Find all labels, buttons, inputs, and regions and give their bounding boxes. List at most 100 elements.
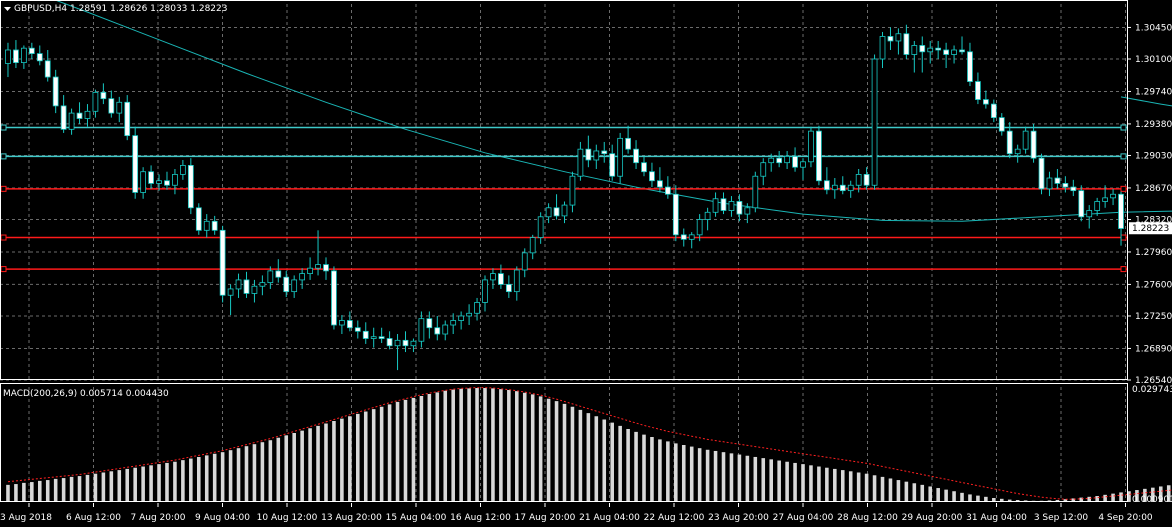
candle[interactable] xyxy=(1038,153,1045,195)
candle[interactable] xyxy=(505,275,512,298)
candle[interactable] xyxy=(816,125,822,186)
candle[interactable] xyxy=(362,322,369,344)
support-line-handle[interactable] xyxy=(0,185,7,192)
candle[interactable] xyxy=(537,212,544,244)
candle[interactable] xyxy=(768,153,775,172)
candle[interactable] xyxy=(720,192,727,215)
candle[interactable] xyxy=(657,167,663,193)
candle[interactable] xyxy=(649,162,655,188)
candle[interactable] xyxy=(76,102,83,124)
candle[interactable] xyxy=(44,49,51,82)
candle[interactable] xyxy=(529,234,536,260)
candle[interactable] xyxy=(943,42,949,69)
candle[interactable] xyxy=(521,248,528,278)
candle[interactable] xyxy=(967,42,973,87)
support-line-handle[interactable] xyxy=(1120,266,1127,273)
candle[interactable] xyxy=(561,201,568,224)
candle[interactable] xyxy=(696,214,703,242)
candle[interactable] xyxy=(339,315,345,335)
macd-pane[interactable] xyxy=(6,387,1172,502)
resistance-line-handle[interactable] xyxy=(1120,124,1127,131)
candle[interactable] xyxy=(283,270,290,298)
candle[interactable] xyxy=(704,207,711,231)
candle[interactable] xyxy=(148,165,154,189)
candle[interactable] xyxy=(394,334,401,371)
candle[interactable] xyxy=(458,311,465,330)
candle[interactable] xyxy=(36,45,43,66)
candle[interactable] xyxy=(164,171,170,190)
candle[interactable] xyxy=(243,271,250,298)
candle[interactable] xyxy=(569,171,576,213)
candle[interactable] xyxy=(227,284,234,316)
candle[interactable] xyxy=(482,275,488,312)
candle[interactable] xyxy=(903,24,910,60)
candle[interactable] xyxy=(386,331,393,350)
support-line-handle[interactable] xyxy=(1120,185,1127,192)
candle[interactable] xyxy=(346,311,353,332)
candle[interactable] xyxy=(68,108,75,135)
candle[interactable] xyxy=(1102,185,1108,208)
candle[interactable] xyxy=(625,125,631,154)
candle[interactable] xyxy=(975,72,981,105)
candle[interactable] xyxy=(84,104,91,127)
candle[interactable] xyxy=(370,327,377,348)
candle[interactable] xyxy=(100,83,107,105)
candle[interactable] xyxy=(1070,179,1077,197)
candle[interactable] xyxy=(187,158,194,215)
candle[interactable] xyxy=(688,232,695,249)
candle[interactable] xyxy=(1086,205,1093,229)
candle[interactable] xyxy=(410,338,417,353)
candle[interactable] xyxy=(219,225,226,303)
candle[interactable] xyxy=(442,320,449,341)
candle[interactable] xyxy=(951,45,957,64)
candle[interactable] xyxy=(172,169,178,195)
candle[interactable] xyxy=(1006,122,1013,159)
candle[interactable] xyxy=(879,31,886,69)
candle[interactable] xyxy=(593,144,600,170)
candle[interactable] xyxy=(863,167,870,190)
candle[interactable] xyxy=(1054,169,1061,189)
candle[interactable] xyxy=(855,169,862,193)
candle[interactable] xyxy=(354,320,361,339)
candle[interactable] xyxy=(871,54,878,190)
candle[interactable] xyxy=(5,42,11,78)
candle[interactable] xyxy=(434,315,441,341)
candle[interactable] xyxy=(28,42,35,60)
candle[interactable] xyxy=(911,40,918,73)
candle[interactable] xyxy=(1046,171,1053,197)
candle[interactable] xyxy=(299,268,306,289)
candle[interactable] xyxy=(1094,197,1101,216)
candle[interactable] xyxy=(378,327,385,344)
candle[interactable] xyxy=(466,304,472,325)
candle[interactable] xyxy=(203,214,210,238)
candle[interactable] xyxy=(839,176,846,195)
candle[interactable] xyxy=(601,141,608,163)
candle[interactable] xyxy=(990,99,997,123)
candle[interactable] xyxy=(1118,191,1124,246)
candle[interactable] xyxy=(402,331,409,353)
candle[interactable] xyxy=(13,40,19,69)
candle[interactable] xyxy=(823,167,830,195)
candle[interactable] xyxy=(1062,176,1069,193)
candle[interactable] xyxy=(116,96,123,123)
candle[interactable] xyxy=(744,203,751,224)
candle[interactable] xyxy=(585,135,592,168)
candle[interactable] xyxy=(92,89,99,118)
candle[interactable] xyxy=(641,156,647,177)
price-pane[interactable] xyxy=(0,0,1172,381)
candle[interactable] xyxy=(664,176,671,199)
candle[interactable] xyxy=(847,180,854,198)
candle[interactable] xyxy=(259,275,266,296)
candle[interactable] xyxy=(792,147,798,172)
candle[interactable] xyxy=(21,45,27,69)
candle[interactable] xyxy=(235,273,242,298)
candle[interactable] xyxy=(315,230,321,276)
candle[interactable] xyxy=(831,178,838,199)
support-line-handle[interactable] xyxy=(0,266,7,273)
candle[interactable] xyxy=(474,297,480,321)
candle[interactable] xyxy=(633,140,639,170)
candle[interactable] xyxy=(195,203,202,235)
candle[interactable] xyxy=(108,90,115,118)
candle[interactable] xyxy=(1078,185,1085,222)
